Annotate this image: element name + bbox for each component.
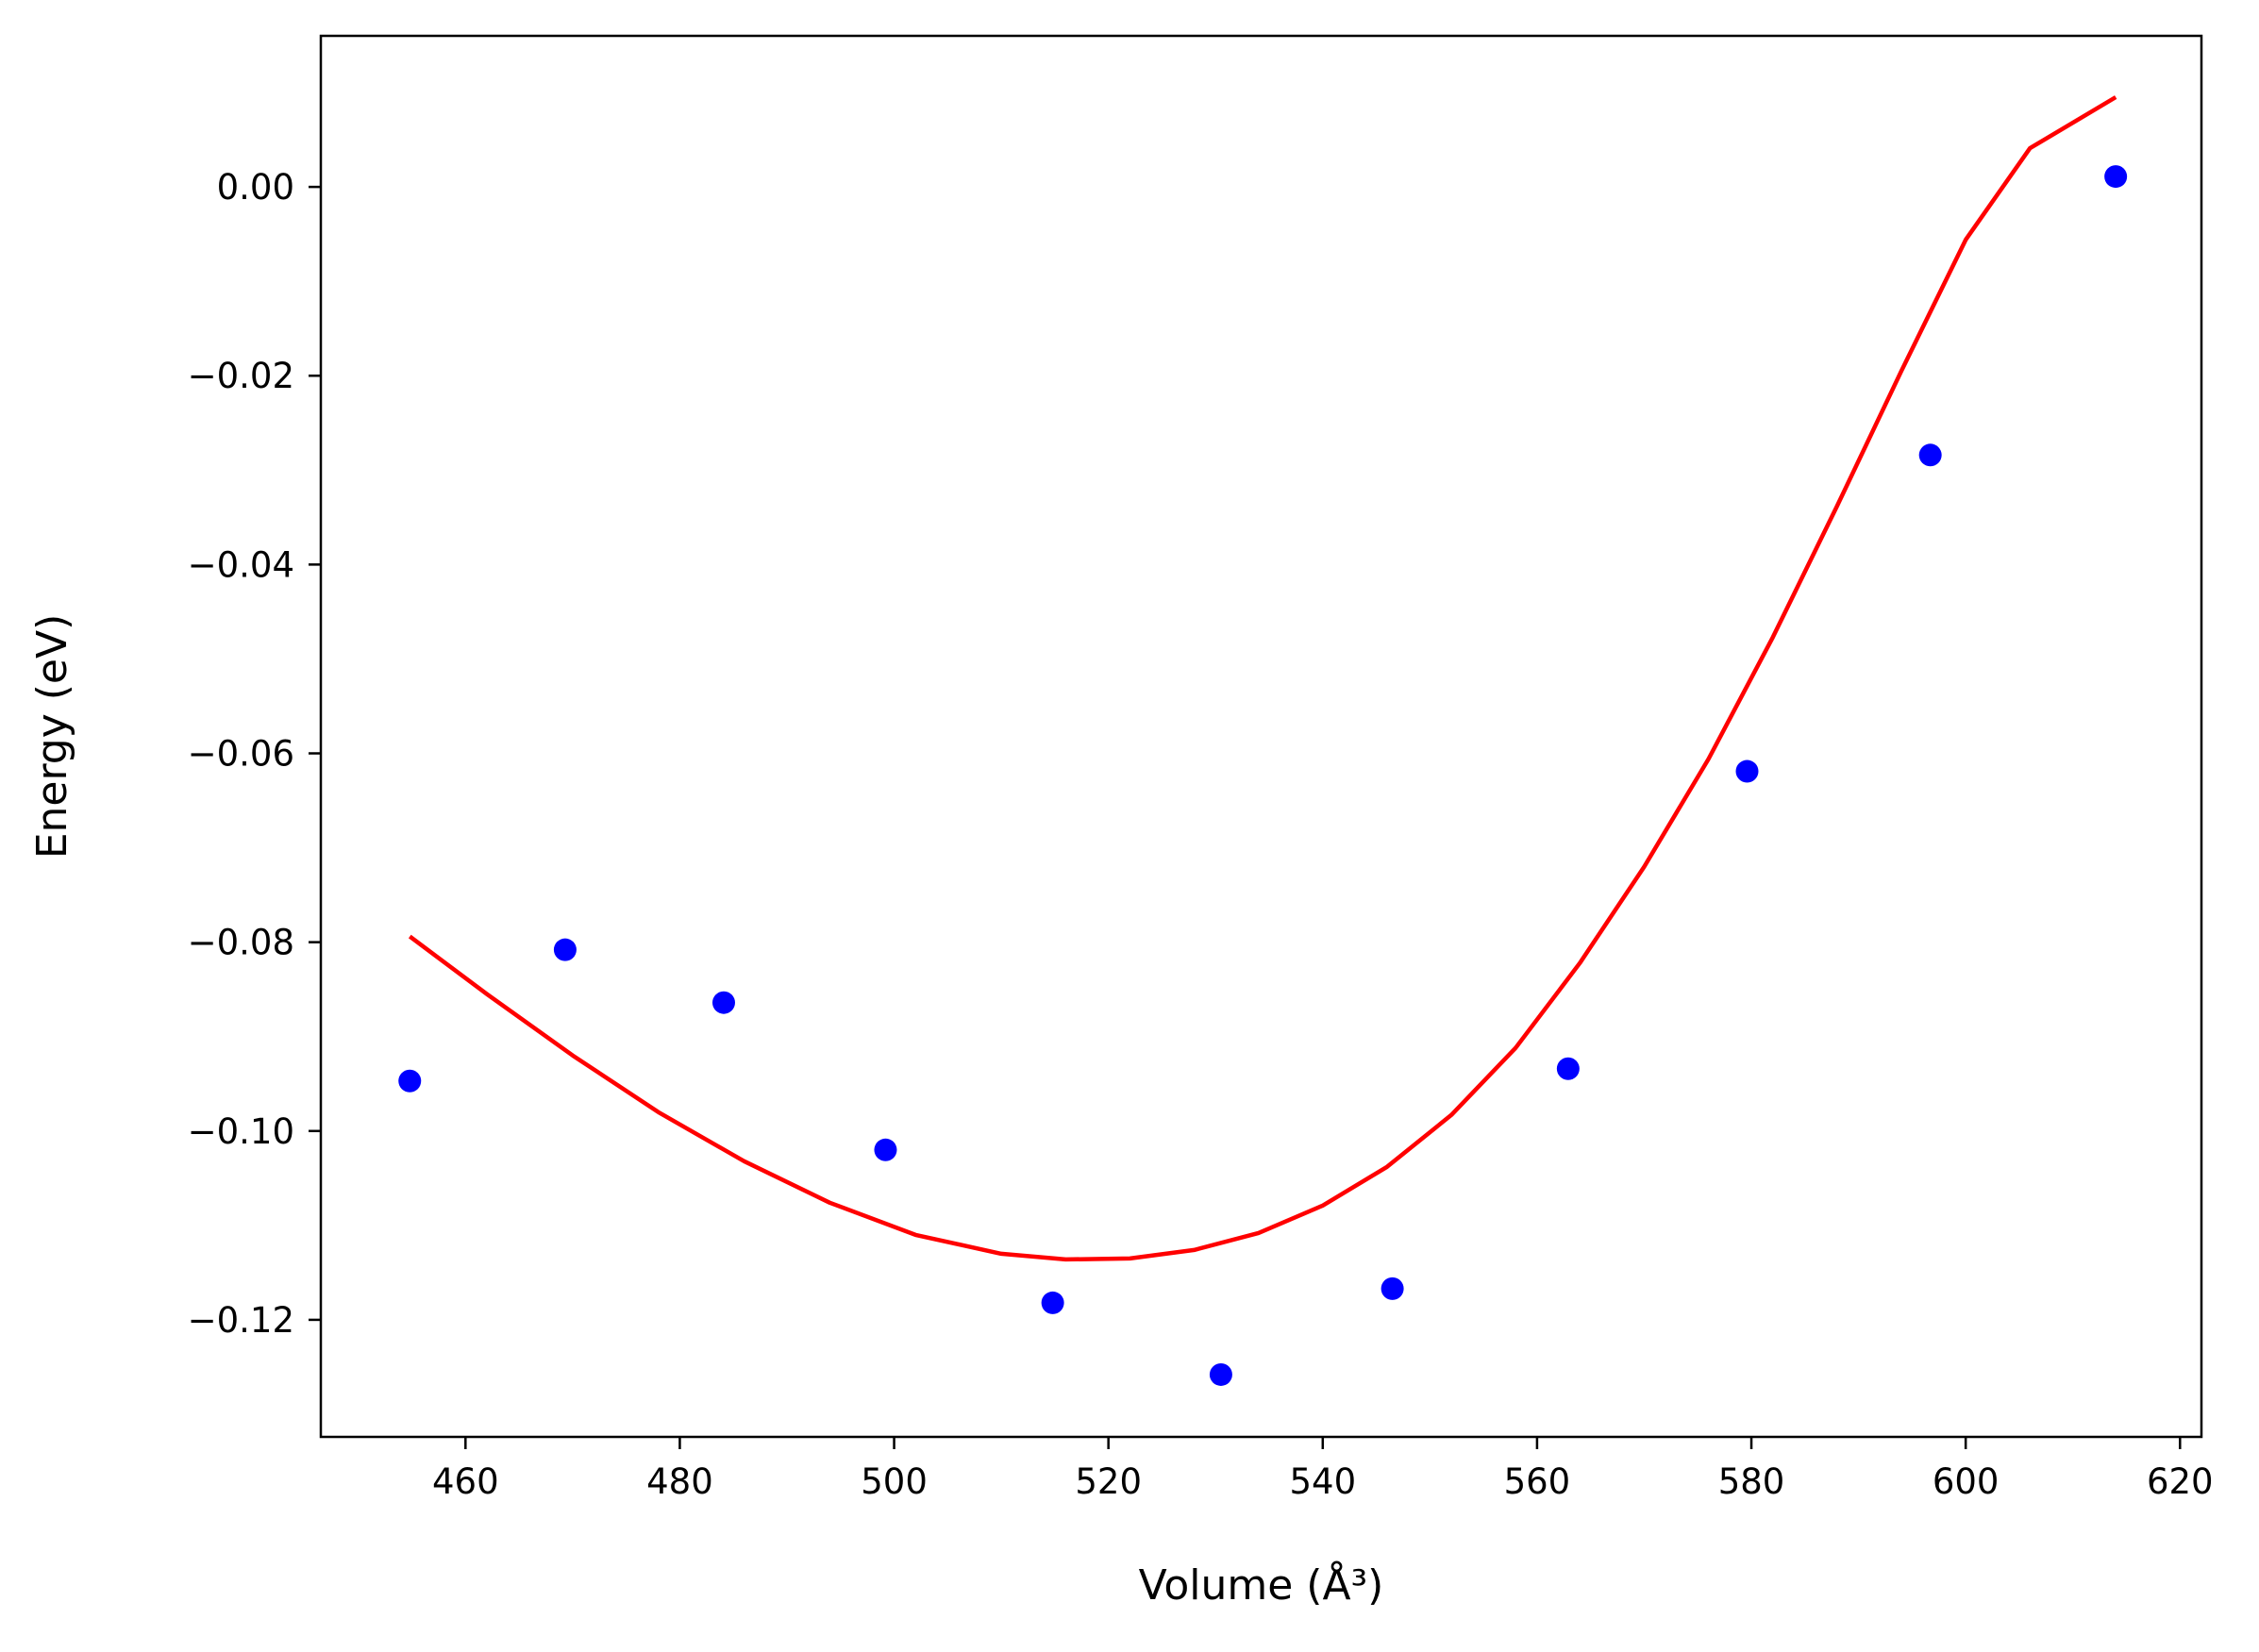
series-layer <box>398 95 2128 1386</box>
x-tick-label: 500 <box>861 1461 928 1502</box>
y-tick-label: −0.10 <box>188 1111 294 1152</box>
x-axis-title: Volume (Å³) <box>1139 1560 1384 1610</box>
fit-curve <box>408 95 2117 1262</box>
y-tick-label: −0.08 <box>188 923 294 963</box>
x-tick-label: 460 <box>432 1461 499 1502</box>
y-tick-label: 0.00 <box>217 167 294 208</box>
y-tick-label: −0.02 <box>188 356 294 396</box>
x-tick-label: 580 <box>1718 1461 1785 1502</box>
plot-frame <box>319 34 2203 1439</box>
x-tick-label: 480 <box>646 1461 713 1502</box>
data-point <box>398 1069 422 1093</box>
x-axis: 460 480 500 520 540 560 580 600 620 <box>432 1437 2214 1502</box>
data-point <box>711 991 735 1014</box>
y-tick-label: −0.12 <box>188 1300 294 1341</box>
y-axis: 0.00 −0.02 −0.04 −0.06 −0.08 −0.10 −0.12 <box>188 167 321 1341</box>
data-point <box>1735 759 1759 783</box>
data-point <box>2104 165 2128 189</box>
data-point <box>1380 1277 1404 1300</box>
data-point <box>1918 443 1942 467</box>
x-tick-label: 540 <box>1289 1461 1356 1502</box>
data-point <box>1041 1291 1064 1314</box>
y-axis-title: Energy (eV) <box>28 614 76 859</box>
y-tick-label: −0.06 <box>188 734 294 775</box>
data-point <box>1209 1362 1232 1386</box>
x-tick-label: 620 <box>2147 1461 2214 1502</box>
x-tick-label: 520 <box>1075 1461 1142 1502</box>
y-tick-label: −0.04 <box>188 544 294 585</box>
data-point <box>874 1138 897 1161</box>
data-point <box>553 938 577 961</box>
data-point <box>1556 1057 1580 1080</box>
x-tick-label: 600 <box>1933 1461 2000 1502</box>
x-tick-label: 560 <box>1504 1461 1571 1502</box>
